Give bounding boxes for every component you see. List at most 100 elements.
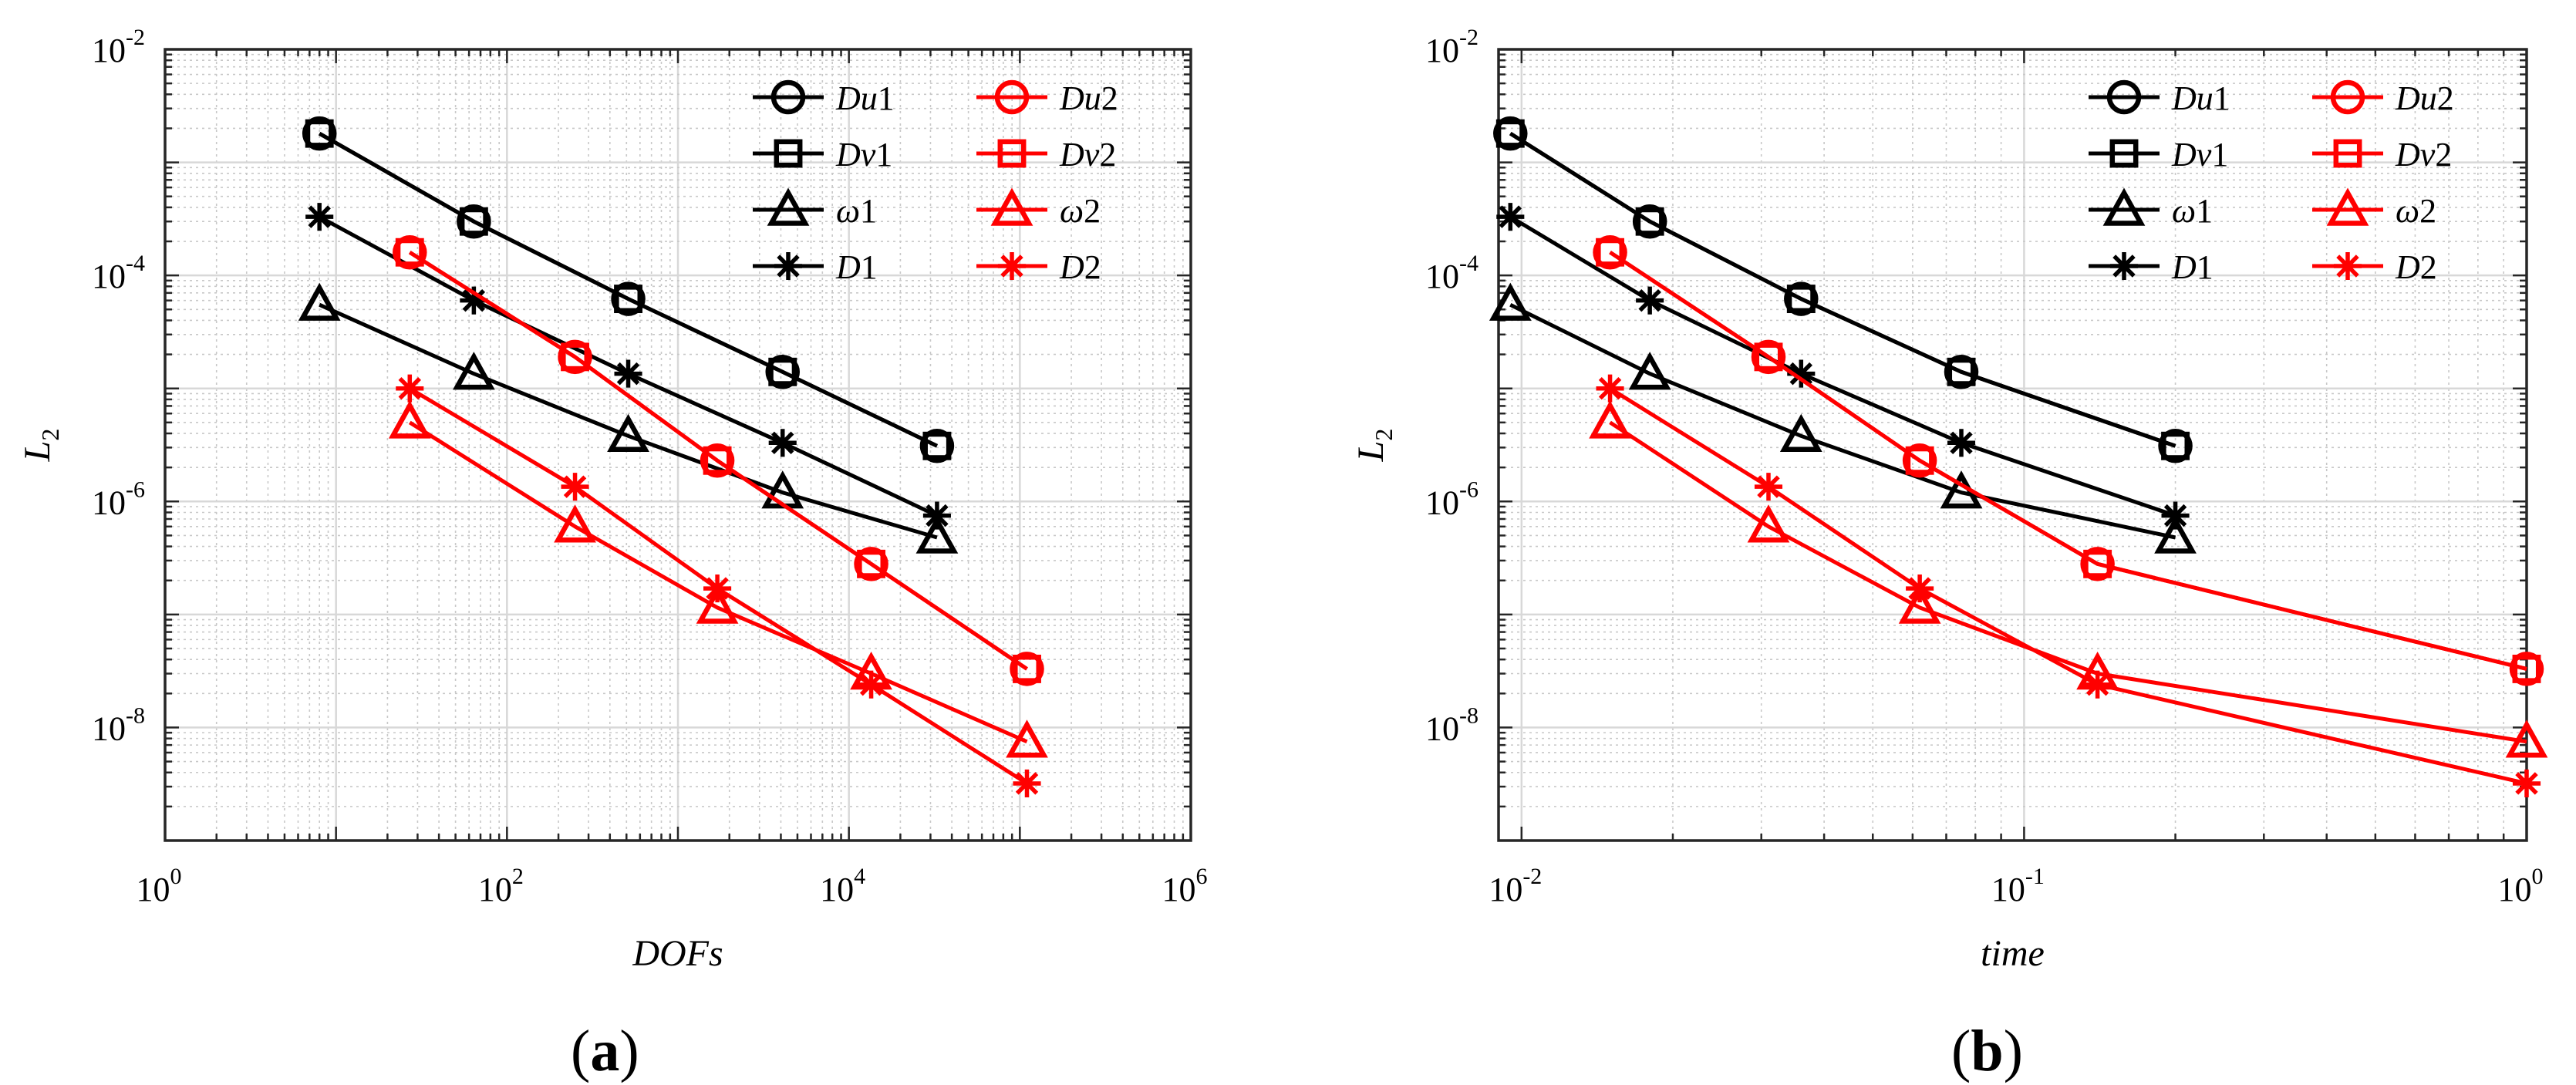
series-line-a-6 xyxy=(408,420,1028,744)
legend-label-b-1: Dv1 xyxy=(2171,136,2228,174)
data-point-a-6-1 xyxy=(554,504,596,543)
data-point-b-3-4 xyxy=(2161,501,2190,530)
data-point-b-5-0 xyxy=(1596,238,1625,267)
data-point-b-4-0 xyxy=(1593,234,1627,270)
data-point-b-4-3 xyxy=(2080,547,2115,581)
data-point-a-3-1 xyxy=(460,286,488,315)
data-point-a-1-0 xyxy=(305,119,334,148)
x-axis-label-a: DOFs xyxy=(632,933,723,974)
data-point-b-4-2 xyxy=(1902,443,1937,478)
data-point-a-3-2 xyxy=(614,359,642,388)
data-point-b-5-2 xyxy=(1905,446,1934,475)
caption-a-label: a xyxy=(590,1019,620,1083)
data-point-a-5-4 xyxy=(1013,654,1041,683)
legend-b: Du1 Dv1 ω1 D1 Du2 Dv2 ω2 D2 xyxy=(2089,79,2454,286)
data-point-a-7-1 xyxy=(561,473,589,501)
data-point-a-3-0 xyxy=(305,203,334,231)
data-point-a-0-4 xyxy=(919,429,955,463)
legend-marker-b-3 xyxy=(2109,251,2139,281)
series-line-a-2 xyxy=(319,302,938,540)
y-tick-label-a-0: 10-8 xyxy=(92,703,145,747)
legend-label-b-2: ω1 xyxy=(2172,192,2213,230)
data-point-a-4-4 xyxy=(1010,652,1044,686)
series-group-a xyxy=(298,116,1048,798)
data-point-b-6-1 xyxy=(1747,504,1790,543)
legend-label-a-1: Dv1 xyxy=(835,136,892,174)
data-point-b-5-4 xyxy=(2512,654,2541,683)
legend-label-b-4: Du2 xyxy=(2395,79,2454,117)
data-point-b-3-2 xyxy=(1787,359,1816,388)
data-point-b-4-4 xyxy=(2509,652,2544,686)
data-point-a-6-4 xyxy=(1006,719,1048,758)
data-point-b-0-0 xyxy=(1493,116,1528,151)
data-point-b-2-1 xyxy=(1628,352,1671,390)
ticks-b xyxy=(1497,49,2527,842)
data-point-a-5-1 xyxy=(561,342,589,372)
data-point-b-0-4 xyxy=(2158,429,2193,463)
y-tick-label-b-2: 10-4 xyxy=(1425,251,1479,295)
data-point-a-7-2 xyxy=(703,575,732,603)
legend-marker-b-0 xyxy=(2106,79,2142,115)
data-point-a-5-3 xyxy=(857,549,886,578)
legend-marker-a-4 xyxy=(994,79,1030,115)
data-point-a-3-4 xyxy=(922,501,951,530)
data-point-b-3-0 xyxy=(1496,203,1525,231)
caption-a: (a) xyxy=(571,1018,639,1085)
data-point-a-1-2 xyxy=(614,285,643,314)
data-point-b-4-1 xyxy=(1751,339,1786,375)
data-point-a-2-1 xyxy=(452,352,495,390)
data-point-a-2-2 xyxy=(607,413,649,453)
data-point-b-1-4 xyxy=(2161,431,2190,460)
x-tick-label-a-2: 104 xyxy=(820,864,865,908)
data-point-a-5-0 xyxy=(395,238,424,267)
x-tick-label-a-1: 102 xyxy=(478,864,524,908)
data-point-a-7-4 xyxy=(1013,769,1041,798)
data-point-a-2-0 xyxy=(298,282,341,321)
legend-marker-a-7 xyxy=(997,251,1027,281)
y-tick-label-b-3: 10-2 xyxy=(1425,25,1479,69)
data-point-a-0-3 xyxy=(765,355,800,389)
legend-marker-a-5 xyxy=(997,139,1027,168)
y-axis-label-b: L2 xyxy=(1350,429,1398,463)
data-point-a-0-1 xyxy=(457,204,491,239)
axes-frame-b xyxy=(1497,48,2528,842)
data-point-a-4-3 xyxy=(854,547,888,581)
legend-marker-a-1 xyxy=(774,139,803,168)
data-point-b-7-3 xyxy=(2083,670,2112,699)
data-point-b-5-1 xyxy=(1754,342,1783,372)
caption-b-label: b xyxy=(1971,1019,2004,1083)
series-line-b-5 xyxy=(1609,251,2527,671)
data-point-b-7-2 xyxy=(1906,575,1934,603)
legend-label-b-7: D2 xyxy=(2395,248,2437,286)
data-point-b-7-1 xyxy=(1754,473,1783,501)
data-point-b-6-0 xyxy=(1589,400,1631,439)
legend-label-a-5: Dv2 xyxy=(1059,136,1116,174)
x-axis-label-b: time xyxy=(1981,933,2045,974)
legend-marker-b-2 xyxy=(2102,187,2146,226)
data-point-a-4-2 xyxy=(700,443,735,478)
chart-panel-a: 100 102 104 106 10-8 10-6 10-4 10-2 DOFs L2 Du1 Dv1… xyxy=(17,25,1208,974)
x-tick-label-a-0: 100 xyxy=(137,864,182,908)
chart-panel-b: 10-2 10-1 100 10-8 10-6 10-4 10-2 time L2 Du1 Dv1 ω… xyxy=(1350,25,2548,974)
caption-a-close: ) xyxy=(619,1019,639,1083)
legend-marker-b-5 xyxy=(2333,139,2362,168)
legend-a: Du1 Dv1 ω1 D1 Du2 Dv2 ω2 D2 xyxy=(753,79,1118,286)
data-point-b-1-0 xyxy=(1495,119,1525,148)
series-line-b-6 xyxy=(1609,420,2527,744)
data-point-b-6-4 xyxy=(2505,719,2548,758)
legend-marker-a-2 xyxy=(767,187,810,226)
data-point-a-1-3 xyxy=(768,357,797,386)
legend-marker-a-3 xyxy=(774,251,803,281)
legend-label-a-6: ω2 xyxy=(1060,192,1101,230)
data-point-b-2-4 xyxy=(2154,515,2197,554)
data-point-a-0-2 xyxy=(611,281,646,316)
data-point-b-3-1 xyxy=(1636,286,1664,315)
legend-label-b-5: Dv2 xyxy=(2395,136,2452,174)
y-tick-label-b-0: 10-8 xyxy=(1425,703,1479,747)
legend-label-a-2: ω1 xyxy=(836,192,877,230)
legend-label-b-3: D1 xyxy=(2171,248,2214,286)
caption-b-close: ) xyxy=(2003,1019,2023,1083)
legend-label-a-3: D1 xyxy=(835,248,878,286)
x-tick-label-b-1: 10-1 xyxy=(1991,864,2045,908)
series-line-b-1 xyxy=(1509,132,2176,448)
